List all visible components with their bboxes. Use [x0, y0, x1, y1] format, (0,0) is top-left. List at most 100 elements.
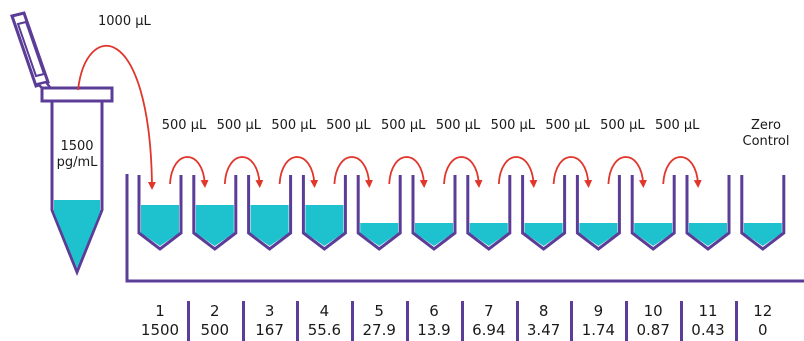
well-liquid — [250, 205, 289, 246]
well-liquid — [469, 223, 508, 246]
transfer-arrow — [223, 156, 264, 188]
well-number: 2 — [210, 302, 220, 320]
well-outline — [356, 175, 402, 251]
well-tube — [247, 175, 293, 251]
well-outline — [685, 175, 731, 251]
column-divider — [680, 301, 683, 341]
column-divider — [241, 301, 245, 341]
column-divider — [296, 301, 300, 341]
plate-rack — [125, 174, 804, 283]
well-concentration: 167 — [255, 321, 284, 339]
well-liquid — [360, 223, 399, 246]
column-divider — [734, 301, 738, 341]
stock-tube — [40, 86, 114, 277]
transfer-volume-label: 500 µL — [271, 118, 316, 133]
well-liquid — [634, 223, 673, 246]
well-tube — [466, 175, 512, 251]
well-number: 11 — [698, 302, 718, 320]
transfer-volume-label: 500 µL — [216, 118, 262, 133]
transfer-arrow — [497, 156, 538, 188]
well-concentration: 27.9 — [362, 321, 396, 339]
well-liquid — [141, 205, 179, 246]
well-tube — [356, 175, 402, 251]
well-tube — [301, 175, 347, 251]
column-divider — [460, 301, 464, 341]
stock-concentration-value: 1500 — [60, 139, 94, 154]
transfer-volume-label: 500 µL — [161, 118, 207, 133]
transfer-volume-label: 500 µL — [600, 118, 645, 133]
well-outline — [575, 175, 621, 251]
stock-transfer-label: 1000 µL — [98, 14, 151, 29]
well-liquid — [195, 205, 234, 246]
transfer-arrow — [443, 156, 483, 188]
well-number: 10 — [643, 302, 663, 320]
well-outline — [740, 175, 786, 251]
well-concentration: 3.47 — [526, 321, 561, 339]
well-concentration: 13.9 — [417, 321, 451, 339]
well-outline — [521, 175, 567, 251]
well-liquid — [579, 223, 618, 246]
well-tube — [740, 175, 786, 251]
well-concentration: 1500 — [140, 321, 180, 339]
well-number: 8 — [538, 302, 549, 320]
well-concentration: 0.87 — [636, 321, 670, 339]
well-concentration: 6.94 — [472, 321, 506, 339]
stock-concentration-unit: pg/mL — [56, 155, 98, 170]
transfer-volume-label: 500 µL — [490, 118, 536, 133]
well-concentration: 500 — [200, 321, 230, 339]
zero-control-label-line2: Control — [742, 134, 790, 149]
well-tube — [521, 175, 567, 251]
well-tube — [575, 175, 621, 251]
well-liquid — [305, 205, 344, 246]
well-outline — [411, 175, 457, 251]
well-tube — [192, 175, 238, 251]
well-tube — [630, 175, 676, 251]
well-tube — [411, 175, 457, 251]
well-number: 9 — [593, 302, 604, 320]
well-liquid — [415, 223, 453, 246]
well-outline — [630, 175, 676, 251]
well-concentration: 55.6 — [307, 321, 342, 339]
wells-layer — [137, 175, 786, 251]
well-liquid — [689, 223, 727, 246]
transfer-arrow — [388, 156, 428, 188]
transfer-arrow — [662, 156, 702, 188]
well-concentration: 0.43 — [691, 321, 725, 339]
well-number: 3 — [264, 302, 275, 320]
well-outline — [247, 175, 293, 251]
well-number: 1 — [155, 302, 165, 320]
well-number: 5 — [374, 302, 384, 320]
arrows-layer — [77, 44, 702, 190]
stock-transfer-arrow — [77, 44, 156, 190]
well-outline — [192, 175, 238, 251]
transfer-arrow — [607, 156, 647, 188]
transfer-volume-label: 500 µL — [545, 118, 590, 133]
transfer-volume-label: 500 µL — [380, 118, 426, 133]
well-number: 6 — [429, 302, 439, 320]
transfer-volume-label: 500 µL — [435, 118, 481, 133]
well-tube — [685, 175, 731, 251]
column-divider — [515, 301, 519, 341]
transfer-volume-label: 500 µL — [326, 118, 371, 133]
transfer-volume-label: 500 µL — [654, 118, 700, 133]
well-tube — [137, 175, 183, 251]
transfer-arrow — [169, 156, 209, 188]
well-number: 7 — [484, 302, 494, 320]
well-outline — [137, 175, 183, 251]
well-number: 4 — [319, 302, 330, 320]
well-liquid — [524, 223, 563, 246]
well-liquid — [743, 223, 782, 246]
transfer-arrow — [333, 156, 373, 188]
column-divider — [570, 301, 574, 341]
column-divider — [406, 301, 409, 341]
column-divider — [351, 301, 355, 341]
well-number: 12 — [753, 302, 773, 320]
well-concentration: 0 — [758, 321, 768, 339]
well-outline — [466, 175, 512, 251]
well-concentration: 1.74 — [581, 321, 616, 339]
zero-control-label-line1: Zero — [751, 118, 781, 133]
column-divider — [625, 301, 629, 341]
transfer-arrow — [552, 156, 593, 188]
